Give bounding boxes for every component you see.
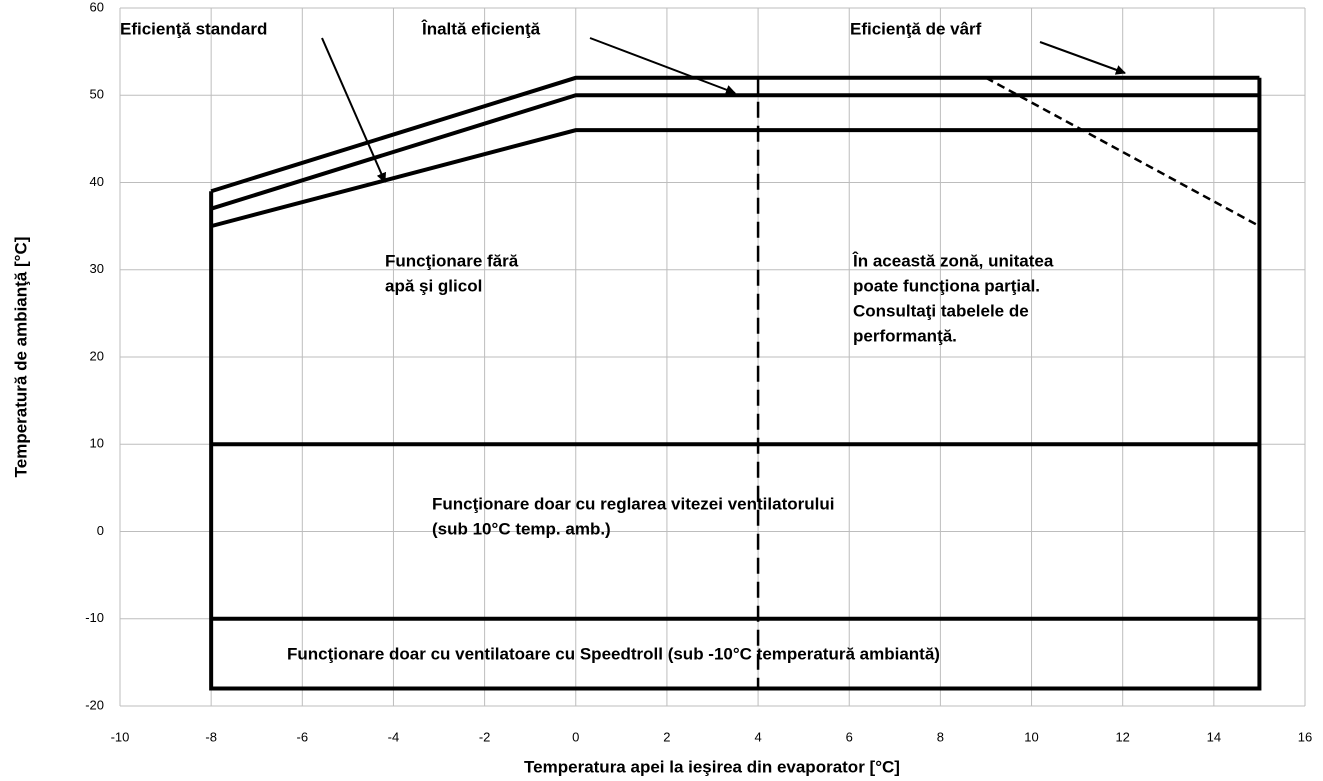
series-line [210,75,1260,194]
series-line [210,128,1260,229]
arrow [321,37,386,183]
y-tick-label: 0 [97,523,104,538]
y-tick-label: -10 [85,610,104,625]
annotation: Eficienţă de vârf [850,19,982,38]
x-tick-label: 14 [1207,729,1221,744]
x-tick-label: -10 [111,729,130,744]
grid [119,7,1306,707]
series-line [209,77,1262,691]
series-line [210,93,1260,211]
x-tick-label: -4 [388,729,400,744]
x-tick-label: 12 [1115,729,1129,744]
arrow [589,37,736,95]
x-tick-label: -6 [297,729,309,744]
y-tick-label: -20 [85,697,104,712]
y-tick-label: 30 [90,261,104,276]
annotation: performanţă. [853,326,957,345]
annotation: Funcţionare doar cu reglarea vitezei ven… [432,494,834,513]
annotation: apă şi glicol [385,276,482,295]
annotation: Înaltă eficienţă [421,19,541,38]
y-tick-label: 40 [90,174,104,189]
y-axis-label: Temperatură de ambianţă [°C] [11,237,30,478]
x-axis-label: Temperatura apei la ieşirea din evaporat… [524,757,900,776]
annotation: Funcţionare fără [385,251,519,270]
x-tick-label: 4 [754,729,761,744]
arrow [1039,41,1126,75]
y-tick-label: 20 [90,348,104,363]
x-tick-label: 6 [846,729,853,744]
annotation: Consultaţi tabelele de [853,301,1029,320]
annotation: poate funcţiona parţial. [853,276,1040,295]
plot-lines [209,75,1262,691]
x-tick-label: 10 [1024,729,1038,744]
x-tick-label: 8 [937,729,944,744]
x-tick-label: 2 [663,729,670,744]
y-tick-label: 50 [90,87,104,102]
annotation: (sub 10°C temp. amb.) [432,519,611,538]
x-tick-label: -8 [205,729,217,744]
x-tick-label: -2 [479,729,491,744]
x-tick-label: 0 [572,729,579,744]
annotation: În această zonă, unitatea [852,251,1054,270]
y-tick-label: 60 [90,0,104,14]
x-tick-label: 16 [1298,729,1312,744]
y-tick-label: 10 [90,436,104,451]
annotation: Eficienţă standard [120,19,267,38]
annotation: Funcţionare doar cu ventilatoare cu Spee… [287,644,940,663]
